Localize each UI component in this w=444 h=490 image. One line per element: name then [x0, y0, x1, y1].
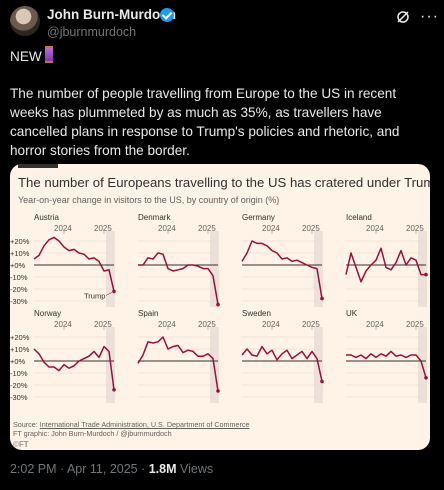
y-tick-label: +10% — [10, 345, 30, 354]
x-tick-label: 2024 — [366, 224, 384, 233]
x-tick-label: 2025 — [302, 320, 320, 329]
x-tick-label: 2025 — [406, 320, 424, 329]
x-tick-label: 2024 — [366, 320, 384, 329]
y-tick-label: -30% — [10, 297, 28, 306]
series-line-denmark — [138, 252, 219, 305]
series-end-point — [112, 388, 116, 392]
x-tick-label: 2024 — [158, 224, 176, 233]
title-accent-bar — [18, 164, 58, 168]
chart-subtitle: Year-on-year change in visitors to the U… — [18, 195, 280, 205]
source-prefix: Source: — [13, 420, 40, 429]
ft-logo: ©FT — [13, 440, 29, 449]
panel-label-sweden: Sweden — [242, 309, 271, 318]
trump-annotation: Trump — [84, 291, 105, 300]
recent-period-shade — [210, 231, 219, 307]
author-handle[interactable]: @jburnmurdoch — [47, 25, 137, 39]
annotation-leader — [105, 292, 113, 296]
small-multiples-chart: Austria 2024 2025 +20% +10% +0% -10% -20% -30% Tr… — [10, 213, 428, 403]
x-tick-label: 2025 — [198, 320, 216, 329]
tweet-meta: 2:02 PM · Apr 11, 2025 · 1.8M Views — [10, 462, 213, 476]
x-tick-label: 2025 — [302, 224, 320, 233]
verified-badge-icon[interactable] — [160, 8, 174, 22]
series-line-iceland — [345, 247, 426, 283]
chart-image-card[interactable]: The number of Europeans travelling to th… — [10, 164, 430, 450]
x-tick-label: 2025 — [198, 224, 216, 233]
tweet-header: John Burn-Murdoch @jburnmurdoch ··· — [10, 6, 438, 46]
y-tick-label: +20% — [10, 333, 30, 342]
series-end-point — [424, 272, 428, 277]
chart-source: Source: International Trade Administrati… — [13, 420, 250, 438]
series-line-austria — [33, 236, 115, 292]
panel-label-germany: Germany — [242, 213, 275, 222]
tweet-text: NEW The number of people travelling from… — [10, 46, 436, 160]
series-line-uk — [346, 350, 427, 379]
y-tick-label: -10% — [10, 369, 28, 378]
y-tick-label: +0% — [10, 261, 26, 270]
x-tick-label: 2024 — [54, 320, 72, 329]
series-end-point — [424, 376, 428, 380]
panel-label-austria: Austria — [34, 213, 59, 222]
series-line-sweden — [241, 345, 323, 382]
panel-label-uk: UK — [346, 309, 358, 318]
y-tick-label: +20% — [10, 237, 30, 246]
x-tick-label: 2024 — [262, 224, 280, 233]
y-tick-label: -20% — [10, 381, 28, 390]
timestamp[interactable]: 2:02 PM · Apr 11, 2025 · — [10, 462, 149, 476]
panel-label-denmark: Denmark — [138, 213, 171, 222]
y-tick-label: +10% — [10, 249, 30, 258]
series-end-point — [320, 379, 324, 384]
y-tick-label: -20% — [10, 285, 28, 294]
chart-credit: FT graphic: John Burn-Murdoch / @jburnmu… — [13, 429, 172, 438]
panel-label-norway: Norway — [34, 309, 61, 318]
x-tick-label: 2024 — [158, 320, 176, 329]
series-end-point — [216, 302, 220, 307]
views-label: Views — [176, 462, 214, 476]
x-tick-label: 2025 — [406, 224, 424, 233]
y-tick-label: -10% — [10, 273, 28, 282]
tweet-line-new: NEW — [10, 49, 42, 64]
panel-label-iceland: Iceland — [346, 213, 372, 222]
x-tick-label: 2025 — [94, 224, 112, 233]
x-tick-label: 2025 — [94, 320, 112, 329]
panel-label-spain: Spain — [138, 309, 158, 318]
avatar[interactable] — [10, 6, 40, 36]
source-link: International Trade Administration, U.S.… — [39, 420, 250, 429]
y-tick-label: -30% — [10, 393, 28, 402]
series-end-point — [320, 296, 324, 301]
views-count: 1.8M — [148, 462, 177, 476]
series-line-germany — [241, 240, 323, 299]
series-line-norway — [33, 345, 115, 390]
x-tick-label: 2024 — [262, 320, 280, 329]
recent-period-shade — [418, 231, 427, 307]
series-end-point — [112, 289, 116, 294]
grok-icon[interactable] — [396, 10, 410, 24]
author-name[interactable]: John Burn-Murdoch — [47, 7, 176, 22]
more-options-icon[interactable]: ··· — [420, 8, 439, 25]
recent-period-shade — [106, 231, 115, 307]
recent-period-shade — [314, 231, 323, 307]
y-tick-label: +0% — [10, 357, 26, 366]
series-end-point — [216, 389, 220, 393]
x-tick-label: 2024 — [54, 224, 72, 233]
chart-title: The number of Europeans travelling to th… — [18, 175, 430, 190]
tweet-body: The number of people travelling from Eur… — [10, 86, 400, 158]
thread-spool-emoji-icon — [44, 46, 53, 63]
series-line-spain — [137, 336, 219, 392]
